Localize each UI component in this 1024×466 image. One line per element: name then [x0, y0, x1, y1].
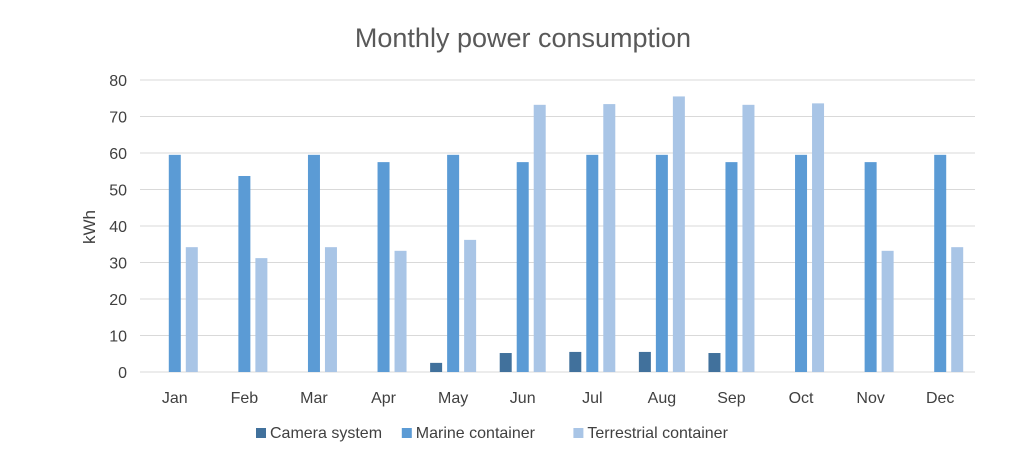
bar [307, 154, 320, 372]
bar [447, 154, 460, 372]
x-axis-ticks: Jan Feb Mar Apr May Jun Jul Aug Sep Oct Nov Dec [162, 390, 955, 407]
bar [586, 154, 599, 372]
x-tick-label: Oct [789, 390, 814, 407]
bar [864, 162, 877, 372]
x-tick-label: May [438, 390, 468, 407]
x-tick-label: Jun [510, 390, 536, 407]
bar [569, 351, 582, 372]
bar [516, 162, 529, 372]
y-axis-ticks: 0 10 20 30 40 50 60 70 80 [109, 73, 127, 382]
y-tick-label: 20 [109, 292, 127, 309]
legend-label: Camera system [270, 425, 382, 442]
bar [795, 154, 808, 372]
bar [324, 247, 337, 372]
bar [881, 250, 894, 372]
bar [934, 154, 947, 372]
x-tick-label: Feb [231, 390, 259, 407]
y-tick-label: 60 [109, 146, 127, 163]
y-tick-label: 50 [109, 183, 127, 200]
bar [168, 154, 181, 372]
bar [255, 258, 268, 372]
bar [394, 250, 407, 372]
legend-label: Marine container [416, 425, 536, 442]
bar [238, 175, 251, 372]
bar [185, 247, 198, 372]
y-tick-label: 10 [109, 329, 127, 346]
x-tick-label: Dec [926, 390, 954, 407]
bar [708, 353, 721, 372]
x-tick-label: Apr [371, 390, 397, 407]
bar [499, 353, 512, 372]
legend-label: Terrestrial container [587, 425, 728, 442]
bar [672, 96, 685, 373]
x-tick-label: Aug [648, 390, 676, 407]
bar [812, 103, 825, 373]
bar [951, 247, 964, 372]
bar [464, 239, 477, 372]
chart-title: Monthly power consumption [355, 23, 691, 53]
y-tick-label: 80 [109, 73, 127, 90]
bars [168, 96, 964, 373]
x-tick-label: Nov [856, 390, 884, 407]
bar [638, 351, 651, 372]
bar [533, 104, 546, 372]
x-tick-label: Sep [717, 390, 746, 407]
bar [430, 362, 443, 372]
legend: Camera system Marine container Terrestrial… [256, 425, 729, 442]
bar [655, 154, 668, 372]
bar [603, 104, 616, 372]
x-tick-label: Jul [582, 390, 602, 407]
y-tick-label: 30 [109, 256, 127, 273]
y-tick-label: 0 [118, 365, 127, 382]
y-axis-label: kWh [80, 210, 99, 244]
legend-swatch [573, 428, 584, 438]
y-tick-label: 40 [109, 219, 127, 236]
x-tick-label: Jan [162, 390, 188, 407]
y-tick-label: 70 [109, 110, 127, 127]
gridlines [140, 79, 975, 373]
bar [725, 162, 738, 372]
x-tick-label: Mar [300, 390, 328, 407]
bar [742, 104, 755, 372]
legend-swatch [256, 428, 266, 438]
legend-swatch [401, 428, 412, 438]
bar [377, 162, 390, 372]
